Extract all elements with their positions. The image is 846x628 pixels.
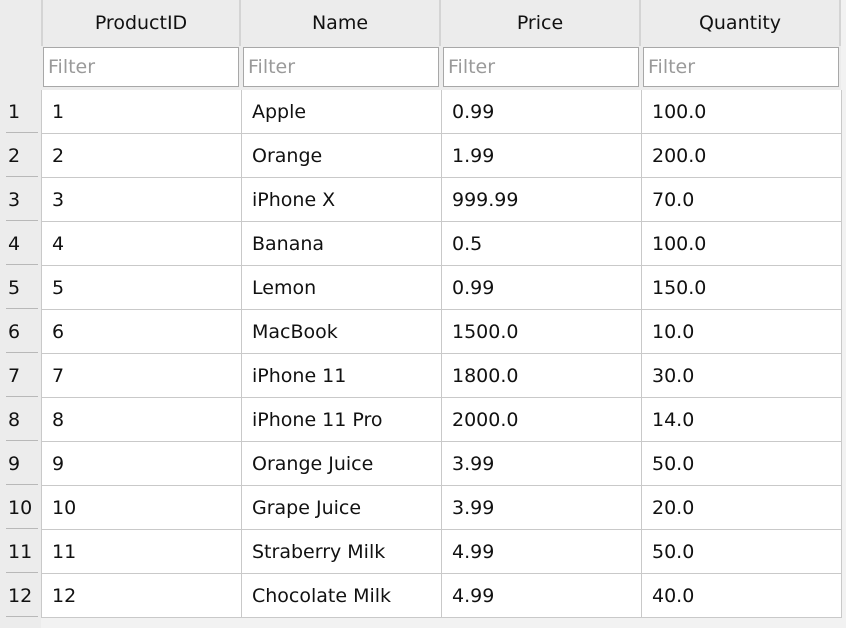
cell-price[interactable]: 1500.0	[442, 310, 642, 354]
table-row[interactable]: 8 iPhone 11 Pro 2000.0 14.0	[42, 398, 842, 442]
row-number-divider	[6, 396, 38, 397]
table-row[interactable]: 9 Orange Juice 3.99 50.0	[42, 442, 842, 486]
row-number[interactable]: 12	[8, 585, 33, 607]
cell-quantity[interactable]: 10.0	[642, 310, 842, 354]
table-body: 1 Apple 0.99 100.0 2 Orange 1.99 200.0 3 iPhone X…	[41, 90, 842, 618]
cell-quantity[interactable]: 100.0	[642, 222, 842, 266]
table-row[interactable]: 1 Apple 0.99 100.0	[42, 90, 842, 134]
filter-input-name[interactable]	[243, 47, 439, 87]
cell-price[interactable]: 1800.0	[442, 354, 642, 398]
column-header-quantity[interactable]: Quantity	[641, 0, 841, 46]
cell-quantity[interactable]: 50.0	[642, 442, 842, 486]
cell-productid[interactable]: 4	[42, 222, 242, 266]
cell-productid[interactable]: 12	[42, 574, 242, 618]
cell-price[interactable]: 4.99	[442, 530, 642, 574]
cell-productid[interactable]: 5	[42, 266, 242, 310]
column-header-price[interactable]: Price	[441, 0, 641, 46]
row-number[interactable]: 1	[8, 101, 21, 123]
cell-quantity[interactable]: 100.0	[642, 90, 842, 134]
cell-price[interactable]: 3.99	[442, 442, 642, 486]
cell-price[interactable]: 2000.0	[442, 398, 642, 442]
cell-productid[interactable]: 1	[42, 90, 242, 134]
table-row[interactable]: 2 Orange 1.99 200.0	[42, 134, 842, 178]
cell-productid[interactable]: 6	[42, 310, 242, 354]
row-number-divider	[6, 264, 38, 265]
row-number-divider	[6, 220, 38, 221]
row-number-divider	[6, 176, 38, 177]
cell-quantity[interactable]: 150.0	[642, 266, 842, 310]
row-number-divider	[6, 528, 38, 529]
table-row[interactable]: 5 Lemon 0.99 150.0	[42, 266, 842, 310]
filter-input-productid[interactable]	[43, 47, 239, 87]
row-number[interactable]: 4	[8, 233, 21, 255]
cell-quantity[interactable]: 14.0	[642, 398, 842, 442]
row-number-divider	[6, 484, 38, 485]
cell-productid[interactable]: 7	[42, 354, 242, 398]
cell-name[interactable]: Apple	[242, 90, 442, 134]
cell-name[interactable]: Orange Juice	[242, 442, 442, 486]
cell-name[interactable]: iPhone 11 Pro	[242, 398, 442, 442]
cell-price[interactable]: 0.99	[442, 266, 642, 310]
row-number[interactable]: 8	[8, 409, 21, 431]
row-number-divider	[6, 572, 38, 573]
cell-name[interactable]: Banana	[242, 222, 442, 266]
cell-productid[interactable]: 2	[42, 134, 242, 178]
row-number-gutter: 1 2 3 4 5 6 7 8 9 10 11 12	[0, 0, 41, 628]
cell-price[interactable]: 0.5	[442, 222, 642, 266]
row-number[interactable]: 6	[8, 321, 21, 343]
row-number-divider	[6, 308, 38, 309]
column-header-name[interactable]: Name	[241, 0, 441, 46]
cell-price[interactable]: 1.99	[442, 134, 642, 178]
row-number-divider	[6, 352, 38, 353]
row-number[interactable]: 10	[8, 497, 33, 519]
table-row[interactable]: 4 Banana 0.5 100.0	[42, 222, 842, 266]
cell-productid[interactable]: 3	[42, 178, 242, 222]
table-row[interactable]: 12 Chocolate Milk 4.99 40.0	[42, 574, 842, 618]
column-header-productid[interactable]: ProductID	[41, 0, 241, 46]
table-row[interactable]: 11 Straberry Milk 4.99 50.0	[42, 530, 842, 574]
cell-quantity[interactable]: 50.0	[642, 530, 842, 574]
cell-price[interactable]: 3.99	[442, 486, 642, 530]
table-row[interactable]: 7 iPhone 11 1800.0 30.0	[42, 354, 842, 398]
row-number[interactable]: 5	[8, 277, 21, 299]
column-header-row: ProductID Name Price Quantity	[41, 0, 841, 46]
row-number[interactable]: 3	[8, 189, 21, 211]
cell-price[interactable]: 0.99	[442, 90, 642, 134]
cell-quantity[interactable]: 200.0	[642, 134, 842, 178]
cell-name[interactable]: Grape Juice	[242, 486, 442, 530]
cell-name[interactable]: MacBook	[242, 310, 442, 354]
cell-price[interactable]: 4.99	[442, 574, 642, 618]
row-number[interactable]: 9	[8, 453, 21, 475]
cell-productid[interactable]: 11	[42, 530, 242, 574]
cell-name[interactable]: Straberry Milk	[242, 530, 442, 574]
filter-input-price[interactable]	[443, 47, 639, 87]
cell-name[interactable]: Orange	[242, 134, 442, 178]
cell-price[interactable]: 999.99	[442, 178, 642, 222]
cell-name[interactable]: Lemon	[242, 266, 442, 310]
filter-input-quantity[interactable]	[643, 47, 839, 87]
cell-quantity[interactable]: 30.0	[642, 354, 842, 398]
cell-quantity[interactable]: 40.0	[642, 574, 842, 618]
cell-name[interactable]: iPhone 11	[242, 354, 442, 398]
row-number[interactable]: 7	[8, 365, 21, 387]
table-row[interactable]: 10 Grape Juice 3.99 20.0	[42, 486, 842, 530]
cell-quantity[interactable]: 20.0	[642, 486, 842, 530]
table-row[interactable]: 3 iPhone X 999.99 70.0	[42, 178, 842, 222]
cell-productid[interactable]: 10	[42, 486, 242, 530]
cell-productid[interactable]: 8	[42, 398, 242, 442]
cell-productid[interactable]: 9	[42, 442, 242, 486]
filter-row	[41, 46, 841, 90]
cell-name[interactable]: iPhone X	[242, 178, 442, 222]
table-row[interactable]: 6 MacBook 1500.0 10.0	[42, 310, 842, 354]
row-number-divider	[6, 616, 38, 617]
row-number[interactable]: 2	[8, 145, 21, 167]
cell-name[interactable]: Chocolate Milk	[242, 574, 442, 618]
cell-quantity[interactable]: 70.0	[642, 178, 842, 222]
row-number[interactable]: 11	[8, 541, 33, 563]
row-number-divider	[6, 132, 38, 133]
row-number-divider	[6, 440, 38, 441]
